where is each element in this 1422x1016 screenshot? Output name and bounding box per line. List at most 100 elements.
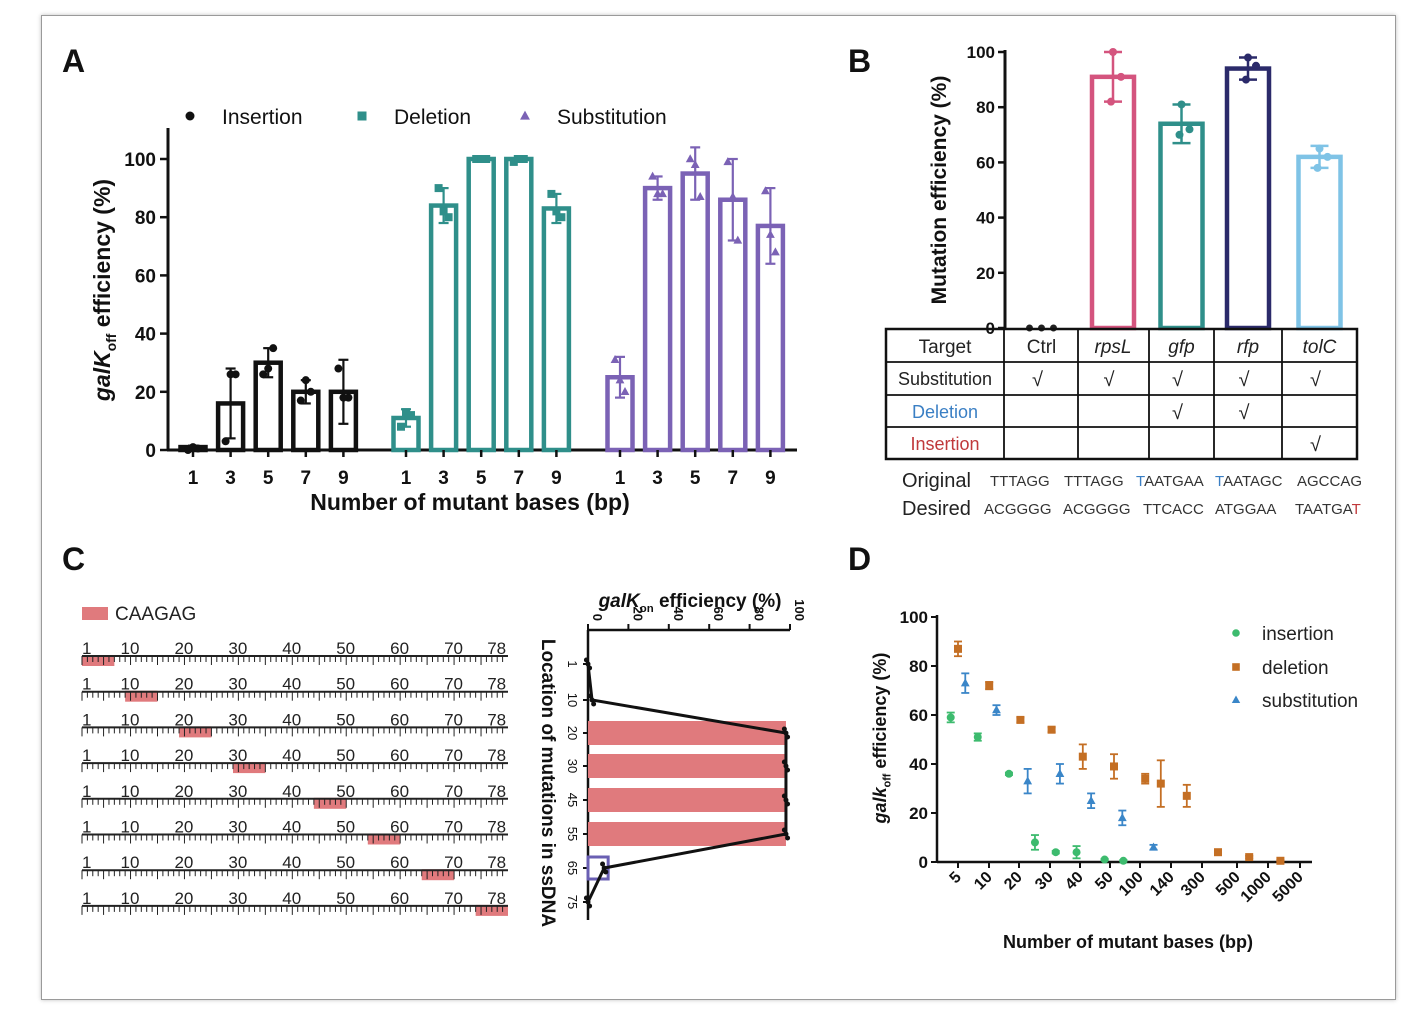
- ruler-label: 70: [444, 889, 463, 908]
- y-tick-label: 60: [976, 153, 995, 172]
- legend-label: insertion: [1262, 624, 1334, 645]
- bar: [680, 171, 710, 453]
- y-tick-label: 100: [967, 43, 995, 62]
- table-check: √: [1172, 369, 1183, 391]
- ruler-label: 78: [487, 889, 506, 908]
- data-point: [519, 155, 528, 163]
- data-point: [946, 713, 955, 722]
- ruler-label: 40: [282, 889, 301, 908]
- data-point: [1185, 125, 1194, 134]
- data-point: [1244, 53, 1252, 62]
- ruler-label: 20: [174, 889, 193, 908]
- data-point: [189, 443, 197, 452]
- data-point: [1117, 72, 1125, 81]
- x-tick-label: 3: [652, 468, 663, 489]
- data-point: [226, 370, 235, 379]
- y-tick-label: 0: [919, 853, 928, 872]
- data-point: [587, 903, 593, 909]
- legend-label: deletion: [1262, 658, 1329, 679]
- data-point: [397, 422, 405, 431]
- ruler-label: 70: [444, 675, 463, 694]
- ruler-label: 30: [228, 818, 247, 837]
- x-tick-label: 20: [1001, 869, 1026, 894]
- trend-line: [586, 663, 788, 903]
- x-axis-label: Number of mutant bases (bp): [310, 489, 629, 515]
- y-tick-label: 30: [565, 759, 580, 773]
- data-point: [690, 160, 700, 169]
- ruler-label: 60: [390, 710, 409, 729]
- data-point: [259, 370, 268, 379]
- data-point: [1110, 762, 1118, 771]
- data-point: [269, 344, 278, 353]
- legend-marker: [357, 111, 367, 121]
- data-point: [514, 155, 523, 163]
- data-point: [1242, 75, 1250, 84]
- data-point: [600, 861, 606, 867]
- table-row-label: Deletion: [912, 402, 978, 422]
- data-point: [1016, 715, 1025, 724]
- data-point: [221, 437, 230, 446]
- ruler-label: 50: [336, 782, 355, 801]
- ruler-label: 60: [390, 782, 409, 801]
- ruler-label: 78: [487, 675, 506, 694]
- data-point: [1323, 152, 1332, 161]
- data-point: [1023, 776, 1033, 785]
- data-point: [1252, 61, 1260, 70]
- original-sequence: AGCCAG: [1297, 473, 1362, 490]
- x-tick-label: 30: [1032, 869, 1057, 894]
- data-point: [761, 186, 770, 195]
- ruler-label: 60: [390, 818, 409, 837]
- desired-sequence: TAATGAT: [1295, 501, 1361, 518]
- x-tick-label: 300: [1178, 869, 1209, 900]
- table-header-cell: tolC: [1303, 337, 1337, 358]
- y-tick-label: 100: [124, 150, 156, 171]
- ruler-label: 1: [82, 818, 91, 837]
- y-axis-label: Location of mutations in ssDNA: [537, 639, 558, 927]
- ruler-label: 78: [487, 782, 506, 801]
- legend-marker: [185, 111, 195, 121]
- data-point: [992, 705, 1001, 714]
- x-tick-label: 9: [551, 468, 562, 489]
- ruler-label: 30: [228, 746, 247, 765]
- y-axis-label: Mutation efficiency (%): [928, 76, 951, 305]
- data-point: [306, 387, 315, 396]
- ruler-label: 40: [282, 675, 301, 694]
- table-check: √: [1104, 369, 1115, 391]
- table-check: √: [1310, 434, 1321, 456]
- table-border: [884, 327, 1359, 461]
- ruler-label: 1: [82, 782, 91, 801]
- ruler-label: 70: [444, 782, 463, 801]
- bar: [1296, 154, 1343, 331]
- data-point: [1313, 163, 1322, 172]
- table-row-label: Substitution: [898, 369, 992, 389]
- data-point: [1276, 856, 1285, 865]
- ruler-label: 20: [174, 639, 193, 658]
- x-tick-label: 5000: [1270, 869, 1307, 906]
- y-tick-label: 80: [135, 208, 156, 229]
- x-tick-label: 5: [947, 869, 965, 887]
- data-point: [615, 375, 625, 384]
- ruler-label: 70: [444, 853, 463, 872]
- data-point: [1214, 848, 1222, 857]
- ruler-label: 1: [82, 853, 91, 872]
- x-tick-label: 100: [1116, 869, 1147, 900]
- data-point: [973, 733, 982, 742]
- x-tick-label: 9: [338, 468, 349, 489]
- data-point: [296, 396, 305, 405]
- data-point: [439, 207, 448, 216]
- data-point: [1117, 813, 1127, 822]
- ruler-label: 40: [282, 639, 301, 658]
- ruler-label: 78: [487, 710, 506, 729]
- data-point: [695, 192, 705, 201]
- data-point: [1078, 752, 1087, 761]
- ruler-label: 40: [282, 746, 301, 765]
- ruler-label: 10: [121, 746, 140, 765]
- data-point: [434, 184, 443, 193]
- data-point: [1149, 842, 1158, 851]
- ruler-label: 30: [228, 639, 247, 658]
- legend-marker: [1232, 629, 1240, 637]
- table-header-cell: rpsL: [1095, 337, 1132, 358]
- bar: [588, 788, 786, 812]
